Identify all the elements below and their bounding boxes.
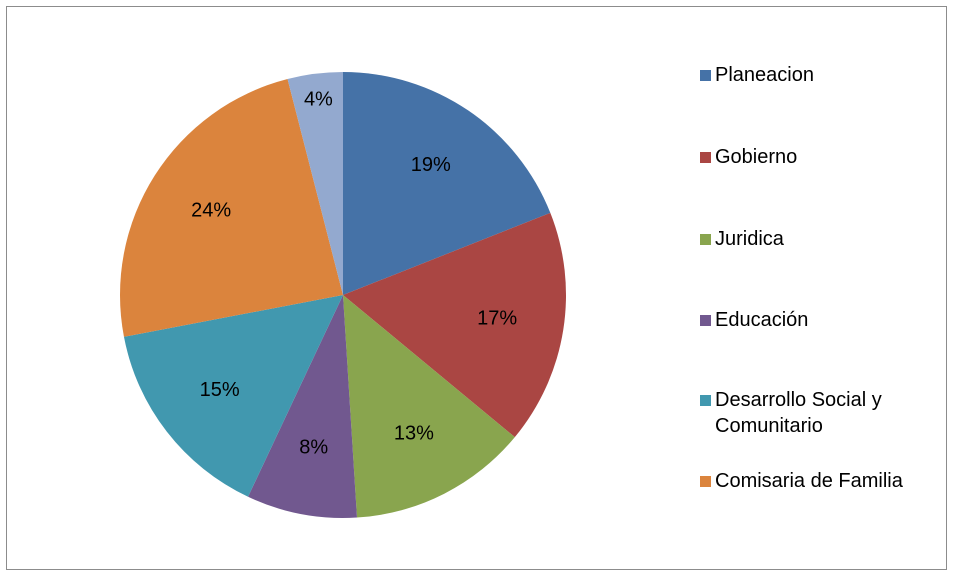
legend-label: Planeacion	[715, 64, 814, 86]
legend-label: Gobierno	[715, 146, 798, 168]
legend-item-juridica: Juridica	[700, 226, 947, 252]
slice-label: 19%	[411, 154, 451, 176]
legend-label: Juridica	[715, 228, 784, 250]
pie-slice	[343, 212, 566, 438]
legend-label: Educación	[715, 309, 809, 331]
slice-label: 8%	[299, 437, 328, 459]
legend-item-planeacion: Planeacion	[700, 62, 947, 88]
legend-label: Desarrollo Social y Comunitario	[715, 389, 882, 437]
pie-slice	[287, 72, 343, 295]
legend-label: Comisaria de Familia	[715, 470, 903, 492]
legend-item-gobierno: Gobierno	[700, 144, 947, 170]
legend-swatch	[700, 70, 711, 81]
slice-label: 13%	[394, 422, 434, 444]
pie-slice	[343, 295, 515, 518]
slice-label: 4%	[304, 89, 333, 111]
slice-label: 24%	[191, 200, 231, 222]
legend-item-educacion: Educación	[700, 307, 947, 333]
legend-swatch	[700, 315, 711, 326]
legend-item-comisaria-familia: Comisaria de Familia	[700, 468, 947, 494]
slice-label: 17%	[477, 308, 517, 330]
slice-label: 15%	[200, 379, 240, 401]
legend-swatch	[700, 234, 711, 245]
pie-slice	[248, 295, 358, 518]
legend-item-desarrollo-social: Desarrollo Social y Comunitario	[700, 387, 947, 439]
legend-swatch	[700, 476, 711, 487]
legend-swatch	[700, 395, 711, 406]
pie-slice	[119, 79, 343, 337]
pie-slice	[123, 295, 343, 497]
pie-slice	[343, 72, 551, 295]
legend-swatch	[700, 152, 711, 163]
